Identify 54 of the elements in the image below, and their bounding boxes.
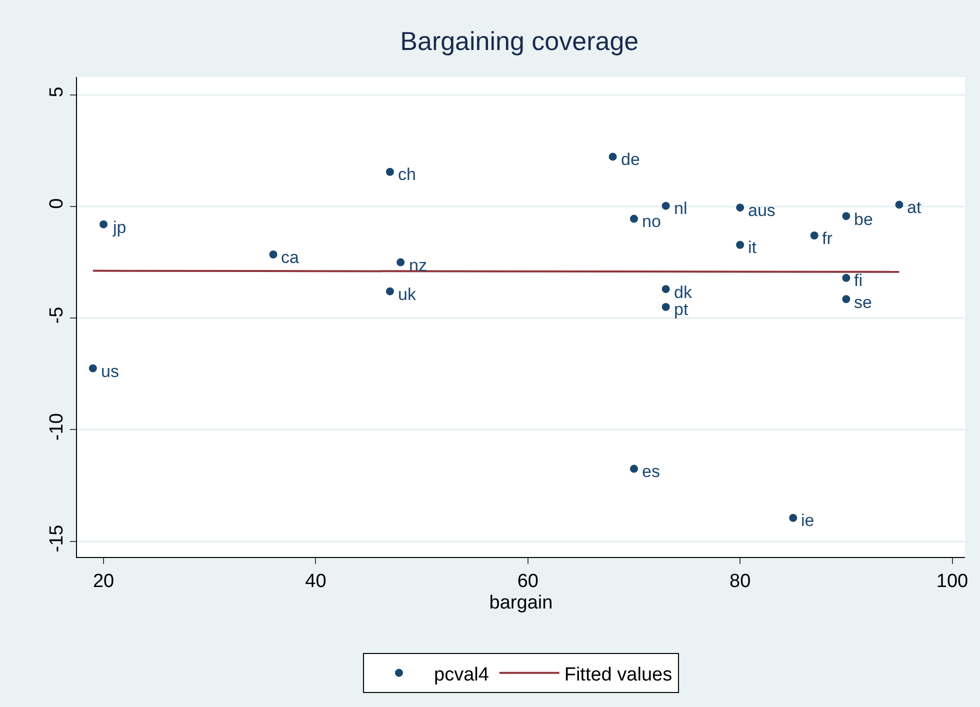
point: [630, 214, 638, 223]
annotation: de: [621, 150, 640, 169]
annotation: ch: [398, 165, 416, 184]
point: [736, 204, 744, 212]
annotation: jp: [112, 218, 126, 237]
x-tick-label: 20: [92, 570, 114, 592]
annotation: nz: [409, 256, 427, 275]
point: [386, 287, 394, 296]
point: [662, 285, 670, 294]
y-tick-label: -15: [46, 524, 68, 552]
x-tick-label: 80: [730, 570, 751, 592]
annotation: at: [907, 198, 922, 217]
annotation: be: [854, 210, 873, 229]
point: [842, 295, 850, 304]
y-tick-label: -10: [46, 413, 68, 441]
x-axis-title: bargain: [489, 592, 553, 614]
annotation: fr: [822, 229, 833, 248]
legend-label: pcval4: [434, 664, 490, 686]
point: [842, 212, 850, 220]
point: [842, 274, 850, 282]
annotation: no: [642, 212, 661, 231]
point: [630, 464, 638, 473]
x-tick-label: 60: [517, 570, 538, 592]
annotation: ie: [801, 511, 814, 530]
y-tick-label: 5: [46, 86, 68, 98]
chart-title: Bargaining coverage: [400, 26, 639, 56]
point: [895, 200, 904, 209]
point: [88, 364, 97, 372]
point: [608, 152, 617, 161]
annotation: pt: [674, 300, 688, 319]
legend-label: Fitted values: [564, 664, 672, 686]
point: [662, 202, 670, 210]
x-tick-label: 100: [936, 570, 968, 592]
annotation: es: [642, 462, 660, 481]
point: [662, 302, 670, 311]
annotation: dk: [674, 283, 692, 302]
point: [386, 168, 394, 176]
annotation: nl: [674, 199, 688, 218]
y-tick-label: 0: [46, 198, 68, 209]
point: [269, 250, 278, 258]
annotation: us: [101, 362, 119, 381]
x-tick-label: 40: [305, 570, 326, 592]
point: [810, 232, 818, 240]
point: [789, 514, 798, 522]
annotation: se: [854, 293, 872, 312]
annotation: it: [748, 238, 757, 257]
y-tick-label: -5: [46, 306, 68, 324]
annotation: ca: [281, 248, 300, 267]
annotation: uk: [398, 285, 416, 304]
point: [736, 240, 744, 249]
point: [396, 258, 405, 266]
annotation: aus: [748, 201, 776, 220]
annotation: fi: [854, 271, 862, 290]
point: [100, 220, 108, 228]
